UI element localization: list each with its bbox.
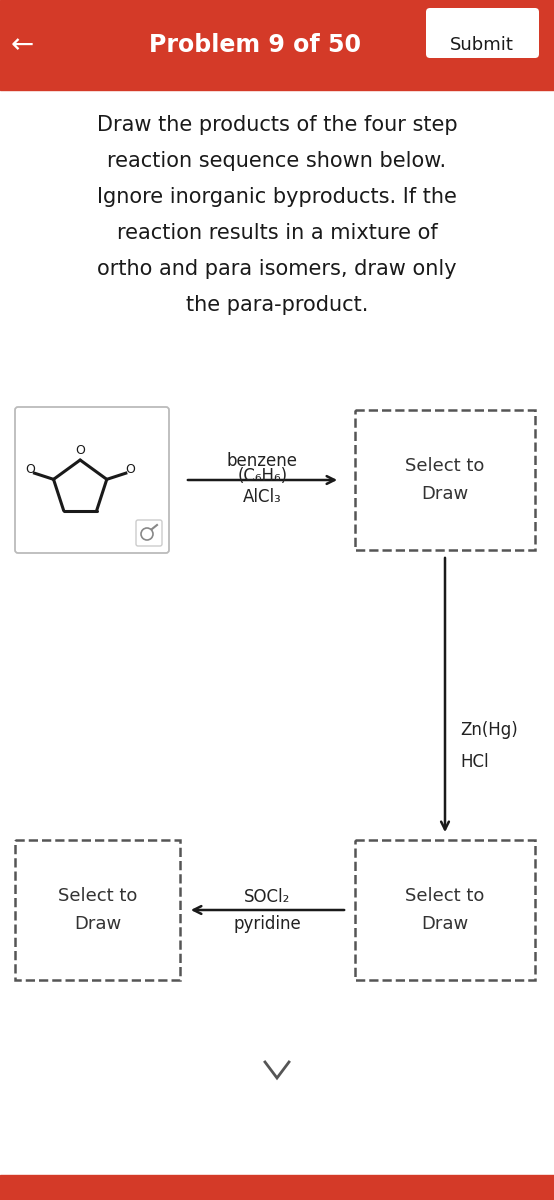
Text: SOCl₂: SOCl₂ xyxy=(244,888,291,906)
Text: AlCl₃: AlCl₃ xyxy=(243,488,282,506)
Bar xyxy=(355,410,535,550)
Text: Problem 9 of 50: Problem 9 of 50 xyxy=(149,32,361,56)
Text: ←: ← xyxy=(11,31,34,59)
Text: Zn(Hg): Zn(Hg) xyxy=(460,721,518,739)
Text: (C₆H₆): (C₆H₆) xyxy=(238,467,288,485)
FancyBboxPatch shape xyxy=(15,407,169,553)
Text: O: O xyxy=(25,463,35,475)
Bar xyxy=(0,1175,554,1200)
Text: the para-product.: the para-product. xyxy=(186,295,368,314)
Text: pyridine: pyridine xyxy=(234,914,301,934)
Bar xyxy=(15,840,180,980)
Bar xyxy=(355,840,535,980)
Text: reaction results in a mixture of: reaction results in a mixture of xyxy=(117,223,437,242)
Text: ortho and para isomers, draw only: ortho and para isomers, draw only xyxy=(97,259,457,278)
FancyBboxPatch shape xyxy=(426,8,539,58)
Text: Select to
Draw: Select to Draw xyxy=(58,887,137,932)
Text: HCl: HCl xyxy=(460,754,489,770)
FancyBboxPatch shape xyxy=(136,520,162,546)
Circle shape xyxy=(141,528,153,540)
Text: Draw the products of the four step: Draw the products of the four step xyxy=(97,115,457,134)
Text: Select to
Draw: Select to Draw xyxy=(406,887,485,932)
Text: O: O xyxy=(75,444,85,456)
Text: benzene: benzene xyxy=(227,452,298,470)
Text: Select to
Draw: Select to Draw xyxy=(406,457,485,503)
Text: O: O xyxy=(125,463,135,475)
Bar xyxy=(0,0,554,90)
Text: Ignore inorganic byproducts. If the: Ignore inorganic byproducts. If the xyxy=(97,187,457,206)
Text: Submit: Submit xyxy=(450,36,514,54)
Text: reaction sequence shown below.: reaction sequence shown below. xyxy=(107,151,447,170)
